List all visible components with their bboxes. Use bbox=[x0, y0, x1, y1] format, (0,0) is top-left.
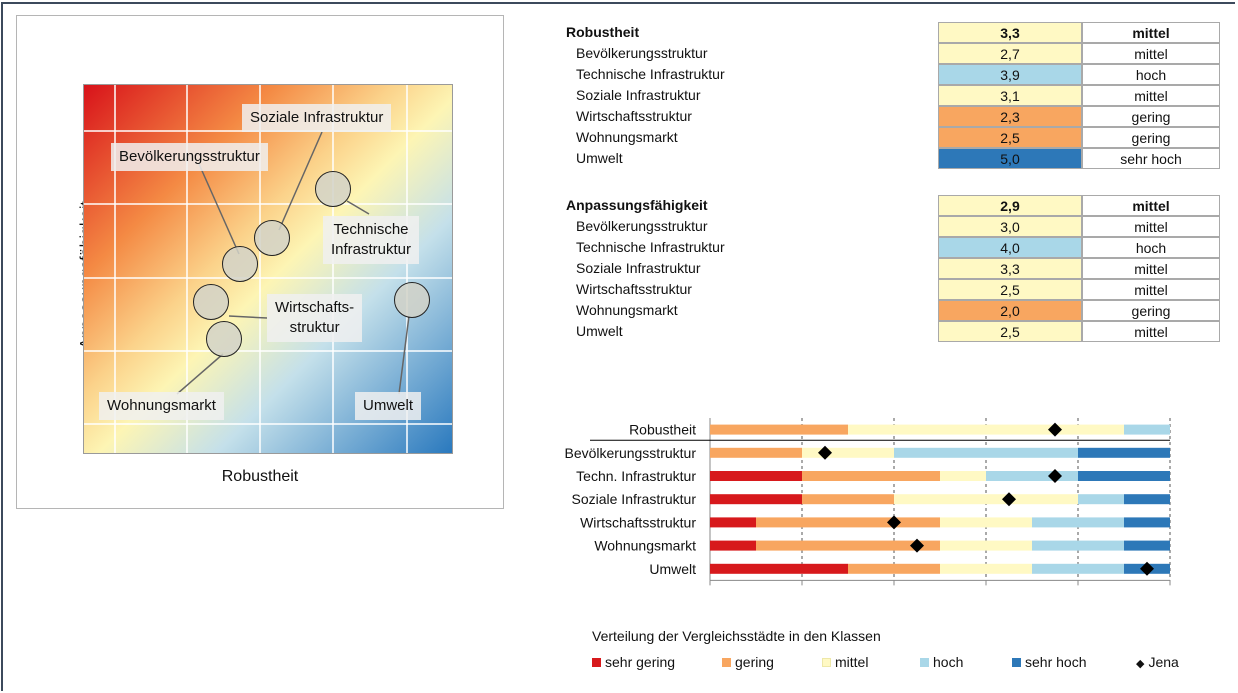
matrix-label-bevoelkerung: Bevölkerungsstruktur bbox=[111, 143, 268, 171]
anpassung-row-label: Technische Infrastruktur bbox=[576, 239, 725, 255]
anpassung-row-class: mittel bbox=[1082, 321, 1220, 342]
legend-swatch bbox=[822, 658, 831, 667]
robustheit-row-class: mittel bbox=[1082, 85, 1220, 106]
robustheit-class: mittel bbox=[1082, 22, 1220, 43]
anpassung-row-class: gering bbox=[1082, 300, 1220, 321]
robustheit-row-class: sehr hoch bbox=[1082, 148, 1220, 169]
robustheit-row-label: Wohnungsmarkt bbox=[576, 129, 678, 145]
anpassung-row-label: Bevölkerungsstruktur bbox=[576, 218, 708, 234]
anpassung-row-value: 2,5 bbox=[938, 321, 1082, 342]
anpassung-title: Anpassungsfähigkeit bbox=[566, 197, 708, 213]
robustheit-row-label: Technische Infrastruktur bbox=[576, 66, 725, 82]
matrix-point-wirtschaft bbox=[193, 284, 229, 320]
legend-swatch bbox=[592, 658, 601, 667]
matrix-label-wohnungsmarkt: Wohnungsmarkt bbox=[99, 392, 224, 420]
robustheit-row-class: gering bbox=[1082, 127, 1220, 148]
anpassung-row-value: 2,5 bbox=[938, 279, 1082, 300]
legend-swatch bbox=[722, 658, 731, 667]
anpassung-row-label: Wirtschaftsstruktur bbox=[576, 281, 692, 297]
matrix-label-technische: Technische Infrastruktur bbox=[323, 216, 420, 264]
robustheit-value: 3,3 bbox=[938, 22, 1082, 43]
legend-mittel: mittel bbox=[822, 654, 868, 670]
anpassung-row-value: 2,0 bbox=[938, 300, 1082, 321]
robustheit-row-label: Umwelt bbox=[576, 150, 623, 166]
matrix-point-soziale bbox=[254, 220, 290, 256]
matrix-label-wirtschaft: Wirtschafts- struktur bbox=[267, 294, 363, 342]
matrix-label-soziale: Soziale Infrastruktur bbox=[242, 104, 392, 132]
legend-sehr-gering: sehr gering bbox=[592, 654, 675, 670]
matrix-leader-lines bbox=[176, 131, 410, 395]
anpassung-value: 2,9 bbox=[938, 195, 1082, 216]
robustheit-row-value: 2,7 bbox=[938, 43, 1082, 64]
robustheit-row-label: Wirtschaftsstruktur bbox=[576, 108, 692, 124]
matrix-label-umwelt: Umwelt bbox=[355, 392, 422, 420]
anpassung-class: mittel bbox=[1082, 195, 1220, 216]
anpassung-row-label: Wohnungsmarkt bbox=[576, 302, 678, 318]
matrix-point-technische bbox=[315, 171, 351, 207]
robustheit-row-value: 5,0 bbox=[938, 148, 1082, 169]
matrix-panel: Anpassungsfähigkeit Robustheit Soziale I… bbox=[16, 15, 504, 509]
anpassung-row-class: hoch bbox=[1082, 237, 1220, 258]
robustheit-row-value: 2,3 bbox=[938, 106, 1082, 127]
matrix-point-umwelt bbox=[394, 282, 430, 318]
matrix-x-axis-label: Robustheit bbox=[221, 468, 299, 485]
matrix-point-wohnungsmarkt bbox=[206, 321, 242, 357]
anpassung-row-class: mittel bbox=[1082, 216, 1220, 237]
robustheit-row-value: 3,9 bbox=[938, 64, 1082, 85]
anpassung-row-value: 4,0 bbox=[938, 237, 1082, 258]
anpassung-row-label: Soziale Infrastruktur bbox=[576, 260, 701, 276]
robustheit-title: Robustheit bbox=[566, 24, 640, 40]
anpassung-row-label: Umwelt bbox=[576, 323, 623, 339]
robustheit-row-class: mittel bbox=[1082, 43, 1220, 64]
diamond-icon: ◆ bbox=[1136, 658, 1145, 670]
robustheit-row-label: Bevölkerungsstruktur bbox=[576, 45, 708, 61]
legend-swatch bbox=[920, 658, 929, 667]
legend-sehr-hoch: sehr hoch bbox=[1012, 654, 1086, 670]
legend-swatch bbox=[1012, 658, 1021, 667]
anpassung-row-value: 3,3 bbox=[938, 258, 1082, 279]
anpassung-row-value: 3,0 bbox=[938, 216, 1082, 237]
robustheit-row-value: 3,1 bbox=[938, 85, 1082, 106]
robustheit-row-value: 2,5 bbox=[938, 127, 1082, 148]
legend-gering: gering bbox=[722, 654, 774, 670]
legend-jena: ◆ Jena bbox=[1136, 654, 1179, 670]
robustheit-row-class: gering bbox=[1082, 106, 1220, 127]
anpassung-row-class: mittel bbox=[1082, 279, 1220, 300]
legend-hoch: hoch bbox=[920, 654, 963, 670]
robustheit-row-class: hoch bbox=[1082, 64, 1220, 85]
matrix-point-bevoelkerung bbox=[222, 246, 258, 282]
anpassung-row-class: mittel bbox=[1082, 258, 1220, 279]
robustheit-row-label: Soziale Infrastruktur bbox=[576, 87, 701, 103]
distribution-title: Verteilung der Vergleichsstädte in den K… bbox=[592, 628, 881, 644]
